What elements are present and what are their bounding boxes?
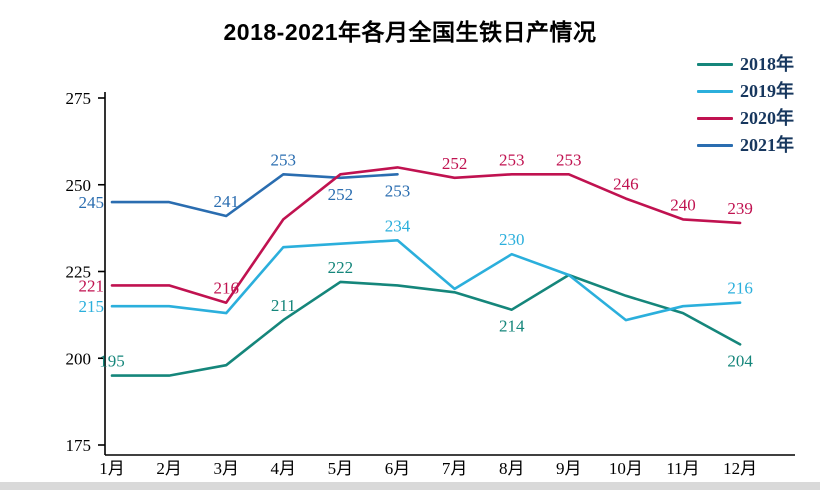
data-label-2021年-5月: 252 [328,185,354,204]
x-tick-label: 3月 [213,459,239,478]
x-tick-label: 7月 [442,459,468,478]
data-label-2020年-1月: 221 [79,276,105,295]
x-tick-label: 10月 [609,459,643,478]
data-label-2020年-10月: 246 [613,175,639,194]
legend-label-2019: 2019年 [740,81,794,101]
data-label-2018年-12月: 204 [727,351,753,370]
y-tick-label: 200 [66,349,92,368]
legend-item-2020[interactable]: 2020年 [697,108,794,128]
data-label-2018年-1月: 195 [99,352,125,371]
data-label-2018年-8月: 214 [499,317,525,336]
legend-swatch-2018 [697,62,733,66]
data-label-2018年-4月: 211 [271,296,296,315]
x-tick-label: 12月 [723,459,757,478]
data-label-2020年-7月: 252 [442,154,468,173]
data-label-2021年-6月: 253 [385,181,411,200]
y-tick-label: 275 [66,89,92,108]
legend-item-2019[interactable]: 2019年 [697,81,794,101]
data-label-2019年-1月: 215 [79,297,105,316]
data-label-2019年-12月: 216 [727,279,753,298]
y-tick-label: 250 [66,176,92,195]
data-label-2018年-5月: 222 [328,258,354,277]
data-label-2021年-4月: 253 [271,150,297,169]
data-label-2019年-8月: 230 [499,230,525,249]
series-line-2019年 [110,239,742,322]
legend-item-2018[interactable]: 2018年 [697,54,794,74]
series-line-2018年 [110,273,742,377]
legend-label-2021: 2021年 [740,135,794,155]
legend-swatch-2020 [697,116,733,120]
y-tick-label: 175 [66,436,92,455]
x-tick-label: 11月 [666,459,699,478]
data-label-2021年-3月: 241 [213,192,239,211]
data-label-2020年-8月: 253 [499,150,525,169]
data-label-2020年-3月: 216 [213,279,239,298]
x-tick-label: 4月 [271,459,297,478]
data-label-2020年-12月: 239 [727,199,753,218]
series-line-2020年 [110,166,742,305]
data-label-2020年-9月: 253 [556,150,582,169]
x-tick-label: 2月 [156,459,182,478]
data-label-2019年-6月: 234 [385,216,411,235]
x-tick-label: 6月 [385,459,411,478]
legend-swatch-2019 [697,89,733,93]
x-tick-label: 1月 [99,459,125,478]
bottom-strip [0,482,820,490]
x-tick-label: 9月 [556,459,582,478]
legend: 2018年 2019年 2020年 2021年 [697,54,794,155]
legend-label-2018: 2018年 [740,54,794,74]
data-label-2020年-11月: 240 [670,195,696,214]
legend-label-2020: 2020年 [740,108,794,128]
x-tick-label: 8月 [499,459,525,478]
legend-item-2021[interactable]: 2021年 [697,135,794,155]
data-label-2021年-1月: 245 [79,193,105,212]
legend-swatch-2021 [697,143,733,147]
series-line-2021年 [110,173,399,218]
x-tick-label: 5月 [328,459,354,478]
y-tick-label: 225 [66,263,92,282]
chart-title: 2018-2021年各月全国生铁日产情况 [223,19,597,45]
